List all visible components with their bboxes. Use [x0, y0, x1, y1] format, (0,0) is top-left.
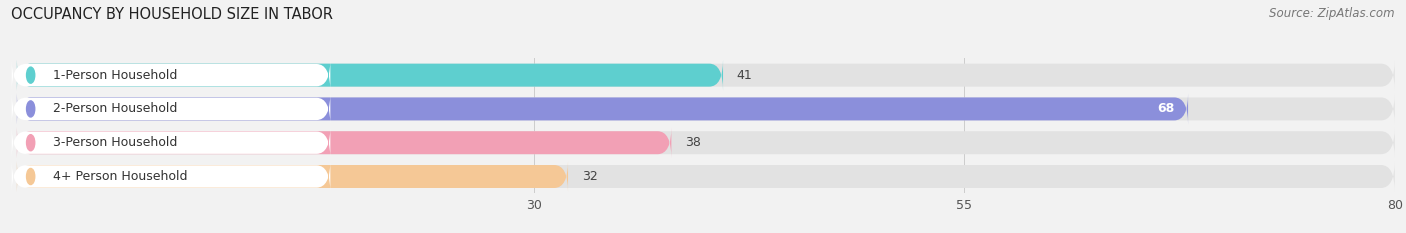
Text: 41: 41	[737, 69, 752, 82]
FancyBboxPatch shape	[11, 93, 330, 125]
Text: 4+ Person Household: 4+ Person Household	[53, 170, 187, 183]
FancyBboxPatch shape	[17, 127, 1395, 158]
Circle shape	[27, 135, 35, 151]
Circle shape	[27, 168, 35, 185]
Text: 32: 32	[582, 170, 598, 183]
FancyBboxPatch shape	[17, 93, 1188, 124]
Circle shape	[27, 101, 35, 117]
Text: Source: ZipAtlas.com: Source: ZipAtlas.com	[1270, 7, 1395, 20]
FancyBboxPatch shape	[11, 59, 330, 91]
Text: 38: 38	[685, 136, 702, 149]
Text: 68: 68	[1157, 103, 1174, 115]
FancyBboxPatch shape	[17, 161, 568, 192]
Text: 3-Person Household: 3-Person Household	[53, 136, 177, 149]
Text: 1-Person Household: 1-Person Household	[53, 69, 177, 82]
FancyBboxPatch shape	[11, 161, 330, 192]
FancyBboxPatch shape	[17, 60, 1395, 91]
FancyBboxPatch shape	[17, 93, 1395, 124]
Text: 2-Person Household: 2-Person Household	[53, 103, 177, 115]
Circle shape	[27, 67, 35, 83]
FancyBboxPatch shape	[17, 60, 723, 91]
FancyBboxPatch shape	[17, 161, 1395, 192]
FancyBboxPatch shape	[17, 127, 671, 158]
FancyBboxPatch shape	[11, 127, 330, 159]
Text: OCCUPANCY BY HOUSEHOLD SIZE IN TABOR: OCCUPANCY BY HOUSEHOLD SIZE IN TABOR	[11, 7, 333, 22]
